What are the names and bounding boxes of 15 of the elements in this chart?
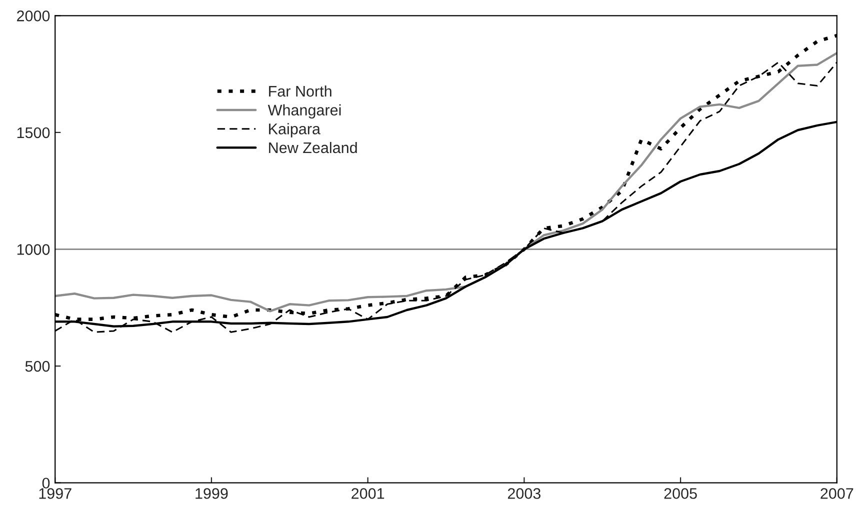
y-tick-label: 1000 bbox=[17, 244, 50, 255]
y-tick-label: 1500 bbox=[17, 127, 50, 138]
legend-label: Kaipara bbox=[269, 123, 320, 138]
y-tick-label: 2000 bbox=[17, 10, 50, 22]
y-tick-label: 0 bbox=[42, 478, 50, 489]
x-tick-label: 1999 bbox=[196, 488, 228, 499]
x-tick-label: 2007 bbox=[820, 488, 854, 499]
legend-label: New Zealand bbox=[269, 142, 357, 154]
x-tick-label: 2005 bbox=[664, 488, 697, 499]
y-tick-label: 500 bbox=[25, 360, 50, 372]
legend-label: Far North bbox=[269, 85, 332, 97]
x-tick-label: 2001 bbox=[352, 488, 384, 499]
legend-label: Whangarei bbox=[268, 104, 341, 119]
x-tick-label: 1997 bbox=[39, 488, 72, 499]
x-tick-label: 2003 bbox=[508, 488, 540, 499]
